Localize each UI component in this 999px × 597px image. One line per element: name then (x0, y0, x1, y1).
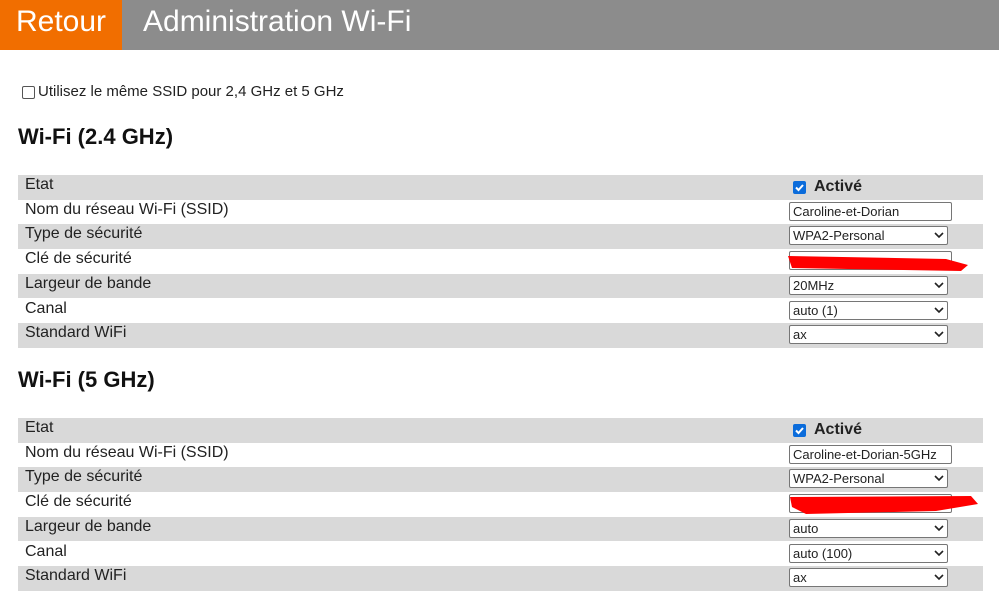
settings-row: Clé de sécurité (18, 249, 983, 274)
red-scribble (788, 256, 968, 272)
redaction (786, 494, 981, 521)
row-label: Type de sécurité (25, 468, 143, 486)
dropdown-value: 20MHz (793, 277, 835, 293)
dropdown[interactable]: 20MHz (789, 275, 948, 295)
dropdown-value: ax (793, 570, 807, 586)
enabled-label: Activé (814, 178, 863, 195)
ssid-input[interactable]: Caroline-et-Dorian (789, 201, 952, 221)
enabled-label: Activé (814, 421, 863, 438)
redaction (786, 251, 976, 278)
same-ssid-option[interactable]: Utilisez le même SSID pour 2,4 GHz et 5 … (22, 82, 344, 102)
row-label: Clé de sécurité (25, 493, 132, 511)
row-label: Clé de sécurité (25, 250, 132, 268)
settings-row: Type de sécurité WPA2-Personal (18, 467, 983, 493)
settings-row: Clé de sécurité (18, 492, 983, 517)
chevron (934, 525, 944, 531)
dropdown-value: auto (793, 520, 819, 536)
settings-row: Standard WiFi ax (18, 323, 983, 348)
row-label: Canal (25, 299, 67, 317)
dropdown[interactable]: auto (1) (789, 300, 948, 320)
row-label: Etat (25, 176, 54, 193)
dropdown[interactable]: ax (789, 568, 948, 588)
settings-row: Nom du réseau Wi-Fi (SSID) Caroline-et-Do… (18, 200, 983, 225)
settings-row: Largeur de bande 20MHz (18, 273, 983, 299)
row-label: Standard WiFi (25, 567, 127, 585)
dropdown-value: WPA2-Personal (793, 228, 885, 244)
chevron (934, 574, 944, 581)
check (795, 183, 804, 191)
row-label: Canal (25, 542, 67, 560)
settings-row: Largeur de bande auto (18, 516, 983, 542)
dropdown-value: ax (793, 327, 807, 343)
row-label: Nom du réseau Wi-Fi (SSID) (25, 443, 229, 461)
chevron (934, 475, 944, 482)
chevron (934, 549, 944, 556)
settings-row: Canal auto (1) (18, 299, 983, 324)
dropdown[interactable]: WPA2-Personal (789, 469, 948, 489)
checkbox[interactable] (22, 85, 35, 99)
dropdown-value: auto (1) (793, 302, 838, 318)
row-label: Standard WiFi (25, 324, 127, 342)
dropdown[interactable]: ax (789, 325, 948, 345)
row-label: Etat (25, 419, 54, 436)
settings-row: Etat Activé (18, 418, 983, 443)
settings-row: Etat Activé (18, 175, 983, 200)
header-bar (0, 0, 999, 50)
chevron (934, 282, 944, 288)
dropdown[interactable]: auto (789, 518, 948, 538)
settings-row: Canal auto (100) (18, 542, 983, 567)
dropdown[interactable]: WPA2-Personal (789, 226, 948, 246)
chevron (934, 232, 944, 239)
section-title: Wi-Fi (5 GHz) (18, 367, 155, 392)
checkbox[interactable] (793, 423, 806, 437)
dropdown-value: auto (100) (793, 545, 853, 561)
chevron (934, 306, 944, 313)
row-label: Nom du réseau Wi-Fi (SSID) (25, 200, 229, 218)
ssid-input[interactable]: Caroline-et-Dorian-5GHz (789, 444, 952, 464)
enabled-toggle[interactable]: Activé (793, 420, 862, 440)
same-ssid-label: Utilisez le même SSID pour 2,4 GHz et 5 … (38, 83, 344, 100)
dropdown[interactable]: auto (100) (789, 543, 948, 563)
enabled-toggle[interactable]: Activé (793, 177, 862, 197)
settings-row: Nom du réseau Wi-Fi (SSID) Caroline-et-Do… (18, 443, 983, 468)
row-label: Largeur de bande (25, 274, 152, 292)
dropdown-value: WPA2-Personal (793, 471, 885, 487)
back-button[interactable]: Retour (0, 0, 122, 50)
checkbox[interactable] (793, 180, 806, 194)
check (795, 426, 804, 434)
red-scribble (790, 496, 978, 515)
settings-row: Type de sécurité WPA2-Personal (18, 224, 983, 250)
row-label: Type de sécurité (25, 225, 143, 243)
chevron (934, 331, 944, 338)
section-title: Wi-Fi (2.4 GHz) (18, 124, 174, 149)
settings-row: Standard WiFi ax (18, 566, 983, 591)
row-label: Largeur de bande (25, 517, 152, 535)
page-title: Administration Wi-Fi (143, 5, 412, 38)
